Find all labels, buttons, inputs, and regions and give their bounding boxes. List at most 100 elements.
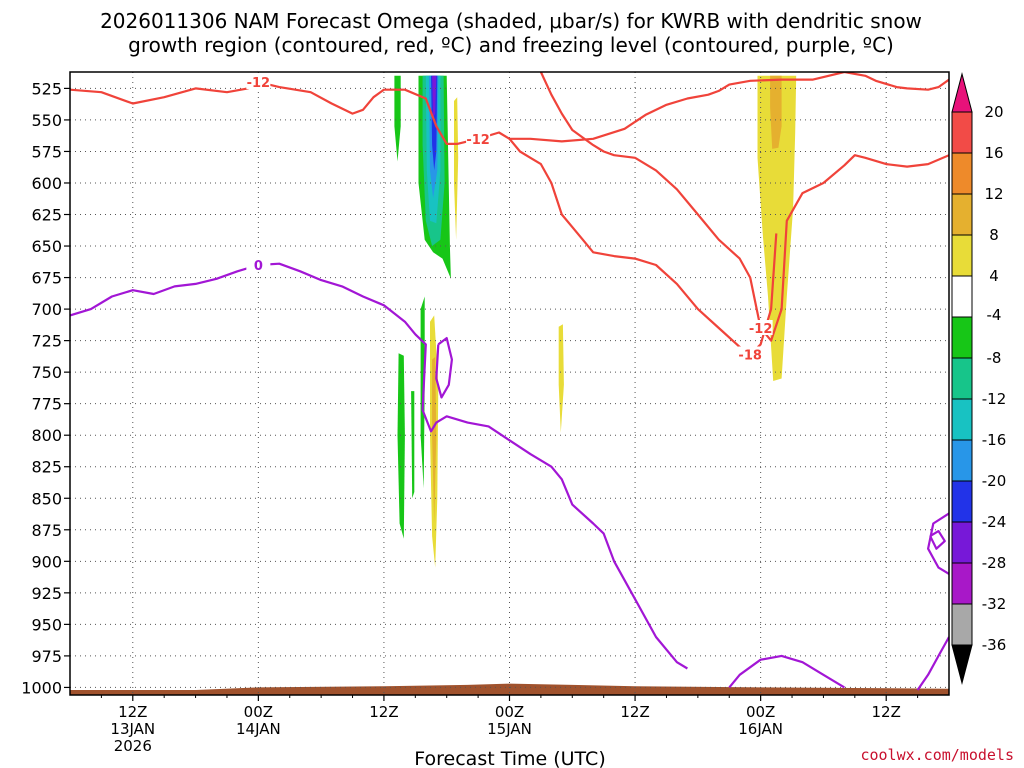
terrain-fill <box>70 683 949 695</box>
y-tick-label-1000: 1000 <box>21 678 62 697</box>
colorbar-label-8: -16 <box>982 431 1007 449</box>
contour-labels: -12 -12 -12 -18 0 <box>246 74 773 363</box>
colorbar-bin-2 <box>951 152 973 195</box>
x-tick-label-6-0: 12Z <box>118 703 147 721</box>
x-tick-label-42-0: 00Z <box>495 703 524 721</box>
freezing-contours <box>70 262 949 691</box>
x-axis-label: Forecast Time (UTC) <box>414 748 605 768</box>
colorbar-bottom-arrow <box>951 644 973 685</box>
y-tick-label-825: 825 <box>31 458 62 477</box>
freezing-label-0: 0 <box>254 259 263 274</box>
colorbar-label-0: 20 <box>984 103 1003 121</box>
colorbar-label-13: -36 <box>982 636 1007 654</box>
colorbar-bin-9 <box>951 439 973 482</box>
colorbar-bin-1 <box>951 111 973 154</box>
dgz-contour-1 <box>539 72 949 342</box>
x-tick-label-18-0: 00Z <box>244 703 273 721</box>
colorbar-label-6: -8 <box>987 349 1002 367</box>
colorbar-label-10: -24 <box>982 513 1007 531</box>
y-tick-label-800: 800 <box>31 426 62 445</box>
colorbar-bin-12 <box>951 562 973 605</box>
grid-lines <box>70 72 949 695</box>
colorbar-bin-13 <box>951 603 973 646</box>
x-tick-label-78-0: 12Z <box>872 703 901 721</box>
plot-frame <box>69 71 950 696</box>
dgz-label-bg-1 <box>466 130 491 146</box>
terrain-area <box>70 683 949 695</box>
colorbar-bin-10 <box>951 480 973 523</box>
colorbar-label-1: 16 <box>984 144 1003 162</box>
dgz-label-1: -12 <box>466 133 490 148</box>
freezing-contour-2 <box>916 636 949 691</box>
colorbar-bin-4 <box>951 234 973 277</box>
omega-area-13 <box>558 324 564 433</box>
x-tick-label-54-0: 12Z <box>620 703 649 721</box>
colorbar-top-arrow <box>951 72 973 113</box>
y-tick-label-525: 525 <box>31 79 62 98</box>
freezing-contour-4 <box>926 512 949 575</box>
dgz-label-bg-3 <box>738 346 763 362</box>
freezing-contour-5 <box>929 529 946 550</box>
colorbar-bin-3 <box>951 193 973 236</box>
omega-area-14 <box>757 75 797 382</box>
omega-shading <box>394 75 797 568</box>
y-tick-label-550: 550 <box>31 111 62 130</box>
dgz-contour-2 <box>508 138 778 356</box>
freezing-contour-3 <box>435 337 453 399</box>
y-tick-label-975: 975 <box>31 647 62 666</box>
x-tick-label-6-2: 2026 <box>114 737 152 755</box>
colorbar-bin-7 <box>951 357 973 400</box>
colorbar-bin-8 <box>951 398 973 441</box>
x-tick-label-42-1: 15JAN <box>487 720 532 738</box>
dgz-label-bg-0 <box>246 74 271 90</box>
y-tick-label-850: 850 <box>31 489 62 508</box>
x-tick-label-66-0: 00Z <box>746 703 775 721</box>
y-tick-label-750: 750 <box>31 363 62 382</box>
y-tick-label-950: 950 <box>31 615 62 634</box>
y-axis: 525 550 575 600 625 650 675 700 725 750 775 800 825 8… <box>21 79 70 697</box>
omega-area-15 <box>770 75 782 149</box>
colorbar-label-11: -28 <box>982 554 1007 572</box>
freezing-contour-0 <box>70 262 688 670</box>
colorbar-label-4: 4 <box>989 267 999 285</box>
y-tick-label-625: 625 <box>31 206 62 225</box>
credit-text[interactable]: coolwx.com/models <box>860 746 1014 764</box>
omega-area-12 <box>432 357 437 524</box>
y-tick-label-600: 600 <box>31 174 62 193</box>
colorbar-label-9: -20 <box>982 472 1007 490</box>
colorbar-label-7: -12 <box>982 390 1007 408</box>
omega-area-6 <box>432 75 437 118</box>
colorbar-bin-6 <box>951 316 973 359</box>
dgz-label-bg-2 <box>748 320 773 336</box>
y-tick-label-775: 775 <box>31 395 62 414</box>
colorbar: 20 16 12 8 4 -4 -8 -12 -16 -20 -24 -28 -32 -36 <box>951 72 1007 685</box>
x-tick-label-6-1: 13JAN <box>110 720 155 738</box>
y-tick-label-675: 675 <box>31 269 62 288</box>
y-tick-label-575: 575 <box>31 142 62 161</box>
omega-area-0 <box>394 75 401 162</box>
y-tick-label-725: 725 <box>31 332 62 351</box>
y-tick-label-650: 650 <box>31 237 62 256</box>
colorbar-label-12: -32 <box>982 595 1007 613</box>
y-tick-label-875: 875 <box>31 521 62 540</box>
colorbar-bin-11 <box>951 521 973 564</box>
x-tick-label-66-1: 16JAN <box>738 720 783 738</box>
dgz-label-2: -12 <box>749 322 773 337</box>
colorbar-label-3: 8 <box>989 226 999 244</box>
colorbar-label-2: 12 <box>984 185 1003 203</box>
chart-title-line2: growth region (contoured, red, ºC) and f… <box>128 33 894 57</box>
colorbar-bin-5 <box>951 275 973 318</box>
dgz-label-3: -18 <box>738 348 762 363</box>
freezing-contour-1 <box>728 654 845 689</box>
y-tick-label-925: 925 <box>31 584 62 603</box>
y-tick-label-700: 700 <box>31 300 62 319</box>
freezing-label-bg-0 <box>246 256 271 272</box>
chart-title-line1: 2026011306 NAM Forecast Omega (shaded, μ… <box>100 9 922 33</box>
omega-area-9 <box>411 391 415 499</box>
colorbar-label-5: -4 <box>987 306 1002 324</box>
x-tick-label-18-1: 14JAN <box>236 720 281 738</box>
dgz-label-0: -12 <box>247 76 271 91</box>
omega-area-7 <box>454 97 459 240</box>
